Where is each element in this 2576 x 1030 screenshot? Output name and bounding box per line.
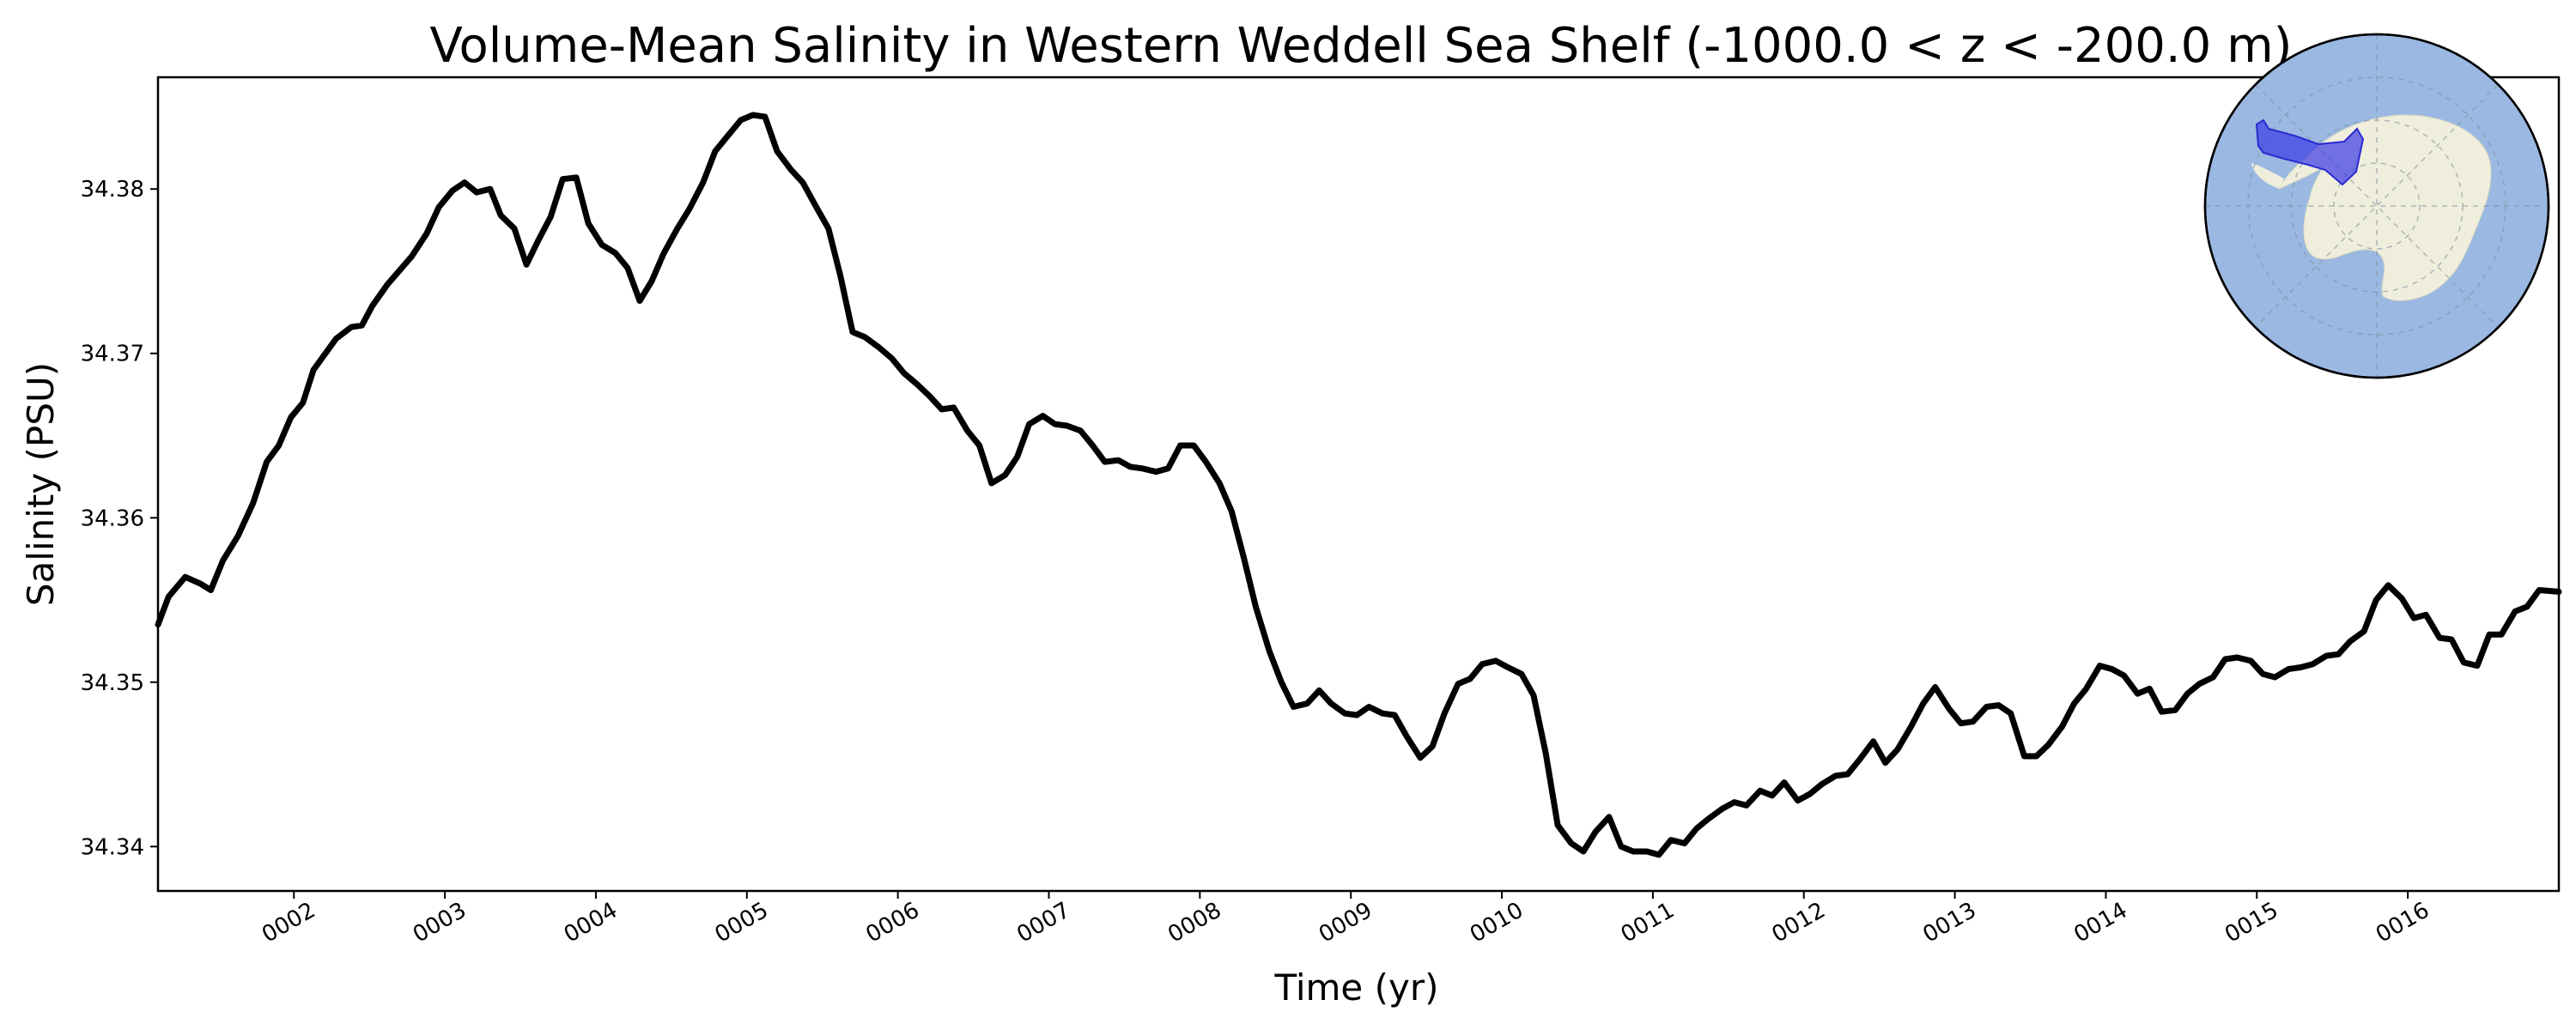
y-tick-label: 34.37 <box>81 342 144 367</box>
x-axis-label: Time (yr) <box>1273 966 1438 1009</box>
salinity-series-line <box>155 112 2562 858</box>
inset-graticule <box>2205 34 2549 378</box>
y-axis-label: Salinity (PSU) <box>20 362 62 606</box>
y-tick-label: 34.35 <box>81 670 144 696</box>
y-tick-label: 34.34 <box>81 834 144 860</box>
antarctic-inset-map <box>2203 33 2550 379</box>
chart-title: Volume-Mean Salinity in Western Weddell … <box>430 18 2293 74</box>
inset-highlighted-region <box>2255 118 2365 186</box>
inset-peninsula-land <box>2251 163 2284 189</box>
y-axis-ticks: 34.34 34.35 34.36 34.37 34.38 <box>81 177 158 860</box>
y-tick-label: 34.38 <box>81 177 144 203</box>
y-tick-label: 34.36 <box>81 506 144 531</box>
plot-frame <box>156 76 2561 893</box>
